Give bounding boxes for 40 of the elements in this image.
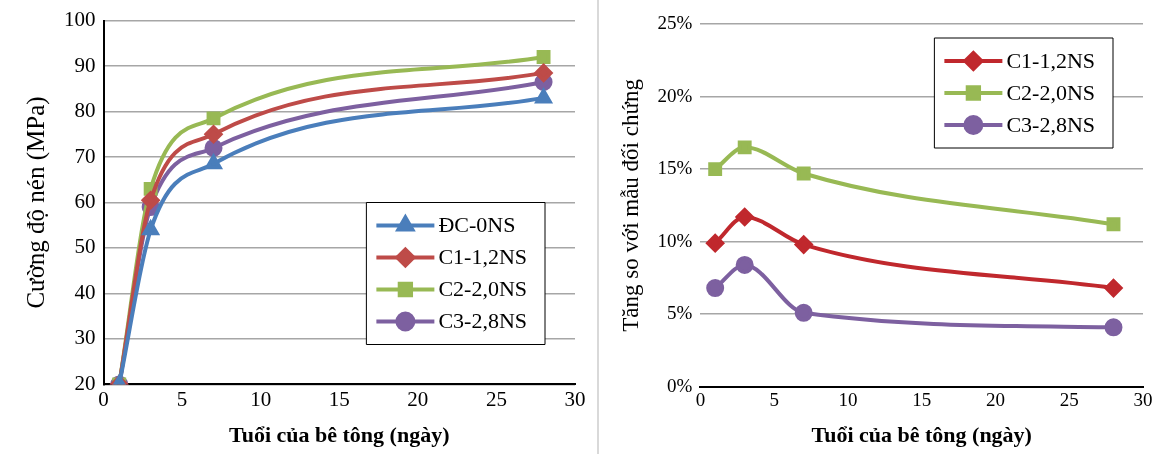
x-tick-label: 20 (985, 389, 1005, 411)
legend-label: C3-2,8NS (438, 308, 527, 334)
y-tick-label: 20% (657, 84, 693, 106)
y-tick-label: 20 (74, 370, 96, 395)
x-tick-label: 20 (407, 386, 429, 411)
legend-label: C2-2,0NS (1006, 79, 1095, 105)
y-axis-title: Tăng so với mẫu đối chứng (617, 78, 643, 332)
y-tick-label: 0% (667, 374, 693, 396)
x-tick-label: 10 (250, 386, 272, 411)
y-tick-label: 10% (657, 229, 693, 251)
x-tick-label: 5 (176, 386, 188, 411)
y-tick-label: 50 (74, 234, 96, 259)
x-axis-title: Tuổi của bê tông (ngày) (229, 422, 450, 448)
x-tick-label: 10 (838, 389, 858, 411)
x-tick-label: 25 (1059, 389, 1079, 411)
y-axis-title: Cường độ nén (MPa) (21, 96, 50, 309)
legend-label: C1-1,2NS (438, 244, 527, 270)
y-tick-label: 60 (74, 189, 96, 214)
legend-label: C2-2,0NS (438, 276, 527, 302)
y-tick-label: 40 (74, 279, 96, 304)
x-tick-label: 15 (912, 389, 932, 411)
y-tick-label: 15% (657, 157, 693, 179)
x-axis-title: Tuổi của bê tông (ngày) (811, 422, 1032, 448)
legend-label: C1-1,2NS (1006, 47, 1095, 73)
y-tick-label: 90 (74, 52, 96, 77)
x-tick-label: 30 (564, 386, 586, 411)
y-tick-label: 30 (74, 325, 96, 350)
y-tick-label: 100 (64, 7, 96, 32)
x-tick-label: 25 (485, 386, 507, 411)
x-tick-label: 30 (1133, 389, 1153, 411)
x-tick-label: 0 (98, 386, 109, 411)
legend-label: ĐC-0NS (438, 212, 516, 238)
x-tick-label: 0 (695, 389, 706, 411)
legend-label: C3-2,8NS (1006, 111, 1095, 137)
x-tick-label: 15 (328, 386, 350, 411)
y-tick-label: 80 (74, 98, 96, 123)
x-tick-label: 5 (769, 389, 779, 411)
y-tick-label: 5% (667, 302, 693, 324)
y-tick-label: 25% (657, 11, 693, 33)
y-tick-label: 70 (74, 143, 96, 168)
